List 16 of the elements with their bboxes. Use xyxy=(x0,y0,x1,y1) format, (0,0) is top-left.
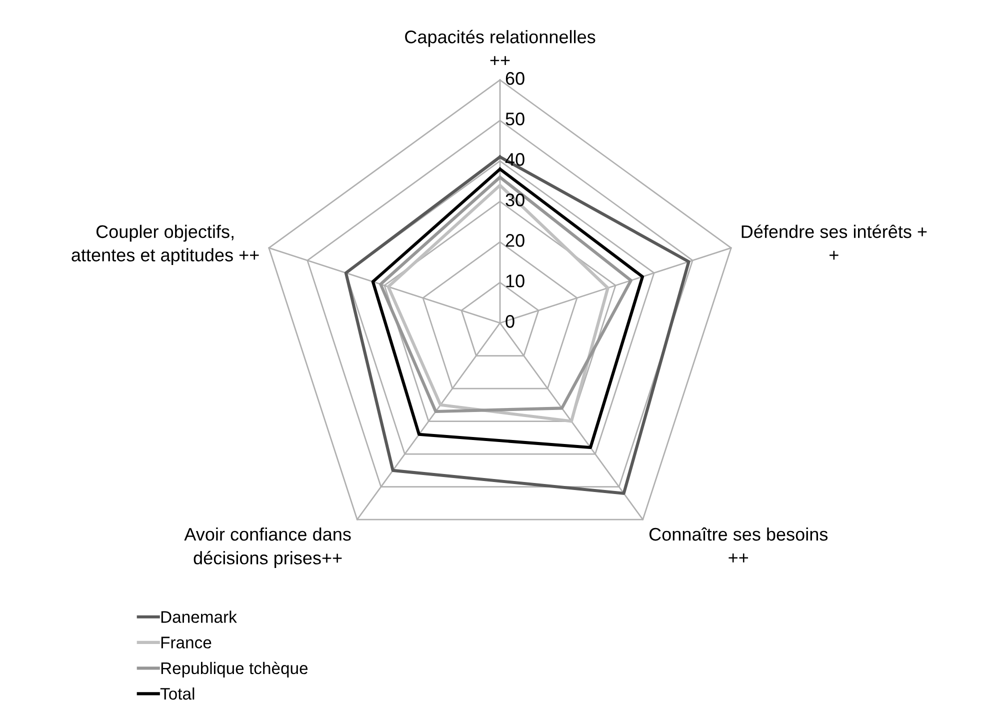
legend-label: Total xyxy=(160,687,194,700)
y-tick-label: 20 xyxy=(506,234,524,247)
y-tick-label: 30 xyxy=(506,194,524,206)
spoke-label: Connaître ses besoins ++ xyxy=(649,527,828,562)
spoke-label: Défendre ses intérêts + + xyxy=(742,224,927,260)
y-tick-label: 50 xyxy=(506,112,524,126)
y-tick-label: 60 xyxy=(506,72,524,85)
y-tick-label: 40 xyxy=(505,153,524,166)
legend-label: Danemark xyxy=(161,610,237,623)
spoke-label: Coupler objectifs, attentes et aptitudes ++ xyxy=(72,224,259,266)
y-tick-label: 0 xyxy=(506,315,514,328)
y-tick-label: 10 xyxy=(506,274,524,288)
legend-label: France xyxy=(161,636,212,648)
spoke-label: Capacités relationnelles ++ xyxy=(405,30,596,65)
spoke-label: Avoir confiance dans décisions prises++ xyxy=(184,527,351,568)
legend-label: Republique tchèque xyxy=(161,662,308,678)
